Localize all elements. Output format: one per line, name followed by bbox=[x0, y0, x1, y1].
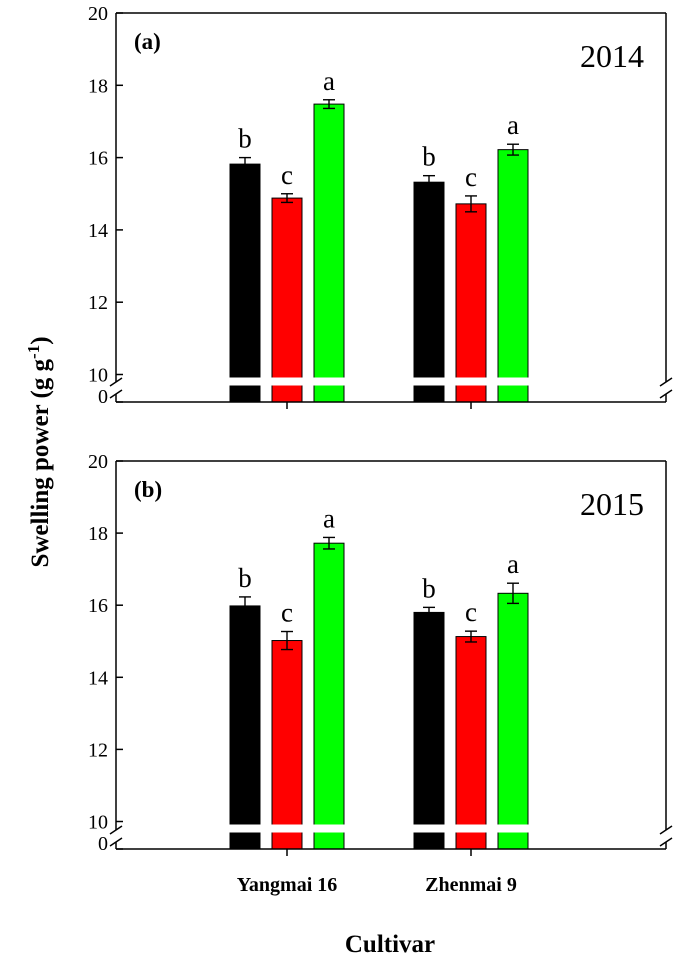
x-axis-title: Cultivar bbox=[345, 931, 435, 957]
significance-letter: b bbox=[422, 142, 436, 172]
y-tick-label: 10 bbox=[88, 365, 108, 387]
axis-break-gap bbox=[118, 824, 664, 833]
significance-letter: a bbox=[507, 110, 519, 140]
y-tick-label: 12 bbox=[88, 292, 108, 314]
bar bbox=[455, 636, 487, 850]
y-tick-label: 20 bbox=[88, 3, 108, 25]
bar bbox=[413, 181, 445, 403]
significance-letter: b bbox=[422, 573, 436, 603]
year-label: 2014 bbox=[580, 38, 644, 74]
y-tick-label: 14 bbox=[88, 667, 108, 689]
axis-break-mark bbox=[109, 389, 123, 399]
significance-letter: a bbox=[507, 549, 519, 579]
y-tick-label: 14 bbox=[88, 220, 108, 242]
bar bbox=[497, 149, 529, 403]
y-axis-title-superscript: -1 bbox=[24, 345, 43, 359]
y-tick-label: 0 bbox=[98, 386, 108, 408]
x-category-label: Zhenmai 9 bbox=[425, 874, 517, 896]
axis-break-mark bbox=[109, 837, 123, 847]
significance-letter: c bbox=[465, 597, 477, 627]
bar bbox=[413, 611, 445, 850]
bar bbox=[229, 605, 261, 850]
y-tick-label: 16 bbox=[88, 148, 108, 170]
y-tick-label: 20 bbox=[88, 451, 108, 473]
significance-letter: b bbox=[238, 563, 252, 593]
significance-letter: c bbox=[465, 162, 477, 192]
axis-break-mark bbox=[659, 837, 673, 847]
y-tick-label: 18 bbox=[88, 75, 108, 97]
bar bbox=[271, 640, 303, 850]
axis-break-gap bbox=[118, 377, 664, 386]
significance-letter: c bbox=[281, 160, 293, 190]
bar bbox=[271, 197, 303, 403]
axis-break-mark bbox=[659, 389, 673, 399]
significance-letter: a bbox=[323, 66, 335, 96]
y-tick-label: 0 bbox=[98, 833, 108, 855]
year-label: 2015 bbox=[580, 486, 644, 522]
bar bbox=[313, 103, 345, 403]
y-tick-label: 16 bbox=[88, 595, 108, 617]
bar bbox=[229, 163, 261, 403]
bar bbox=[455, 203, 487, 403]
y-tick-label: 10 bbox=[88, 812, 108, 834]
y-axis-title-main: Swelling power (g g bbox=[27, 358, 54, 567]
significance-letter: c bbox=[281, 598, 293, 628]
bar bbox=[497, 592, 529, 850]
x-category-labels: Yangmai 16 Zhenmai 9 bbox=[237, 874, 517, 896]
significance-letter: b bbox=[238, 124, 252, 154]
panel-label: (a) bbox=[134, 29, 161, 54]
y-tick-label: 18 bbox=[88, 523, 108, 545]
y-tick-label: 12 bbox=[88, 739, 108, 761]
axis-break-mark bbox=[109, 825, 123, 835]
panel-label: (b) bbox=[134, 477, 162, 502]
y-axis-title-close: ) bbox=[27, 336, 54, 344]
bar bbox=[313, 542, 345, 850]
significance-letter: a bbox=[323, 503, 335, 533]
axis-break-mark bbox=[659, 825, 673, 835]
x-category-label: Yangmai 16 bbox=[237, 874, 338, 896]
y-axis-title: Swelling power (g g-1) bbox=[24, 336, 54, 567]
axis-break-mark bbox=[659, 377, 673, 387]
axis-break-mark bbox=[109, 377, 123, 387]
